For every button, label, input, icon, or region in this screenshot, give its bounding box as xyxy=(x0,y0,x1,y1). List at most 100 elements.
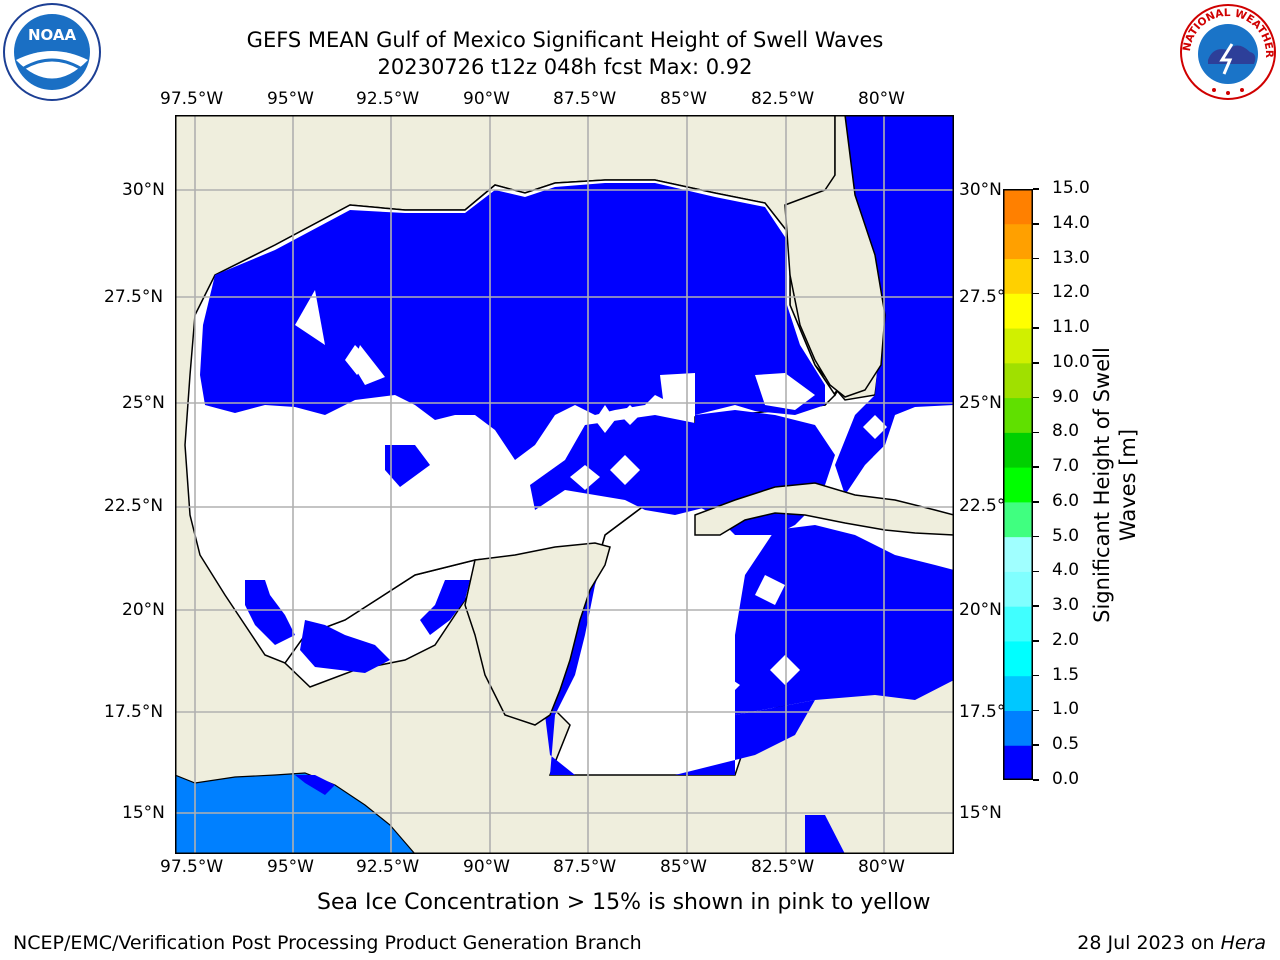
colorbar-tick-label: 10.0 xyxy=(1052,351,1090,372)
colorbar-tick-label: 2.0 xyxy=(1052,629,1080,650)
colorbar-tick-mark xyxy=(1033,188,1039,190)
lon-label: 95°W xyxy=(267,89,314,109)
colorbar-tick-mark xyxy=(1033,327,1039,329)
yucatan-land xyxy=(464,542,611,726)
nws-logo: NATIONAL WEATHER SERVICE xyxy=(1178,2,1276,100)
lat-label: 15°N xyxy=(122,803,165,823)
swell-map xyxy=(175,115,954,854)
colorbar-tick-mark xyxy=(1033,396,1039,399)
colorbar-tick-label: 9.0 xyxy=(1052,386,1080,407)
noaa-logo: NOAA xyxy=(3,3,101,101)
colorbar-tick-label: 6.0 xyxy=(1052,490,1080,511)
colorbar-tick-mark xyxy=(1033,466,1039,468)
colorbar-segment xyxy=(1003,536,1033,572)
colorbar-tick-label: 3.0 xyxy=(1052,595,1080,616)
colorbar-tick-mark xyxy=(1033,223,1039,225)
footer-branch: NCEP/EMC/Verification Post Processing Pr… xyxy=(13,932,642,954)
colorbar-frame xyxy=(1003,189,1033,780)
lat-label: 15°N xyxy=(959,803,1002,823)
colorbar-segment xyxy=(1003,223,1033,260)
cuba-land xyxy=(694,482,954,536)
lon-label: 95°W xyxy=(267,857,314,877)
lat-label: 20°N xyxy=(959,600,1002,620)
graticule xyxy=(175,115,954,854)
colorbar-tick-label: 11.0 xyxy=(1052,317,1090,338)
lon-label: 92.5°W xyxy=(356,89,420,109)
colorbar-segment xyxy=(1003,189,1033,225)
colorbar-segment xyxy=(1003,293,1033,329)
colorbar-tick-mark xyxy=(1033,709,1039,712)
colorbar-segment xyxy=(1003,501,1033,538)
colorbar-label-text: Significant Height of Swell Waves [m] xyxy=(1090,347,1140,623)
lon-label: 80°W xyxy=(858,857,905,877)
colorbar-segment xyxy=(1003,710,1033,746)
lat-label: 22.5°N xyxy=(104,496,164,516)
colorbar-tick-mark xyxy=(1033,501,1039,503)
colorbar-segment xyxy=(1003,432,1033,468)
lon-label: 85°W xyxy=(660,89,707,109)
colorbar-tick-mark xyxy=(1033,744,1039,746)
colorbar-segment xyxy=(1003,745,1033,780)
lon-label: 85°W xyxy=(660,857,707,877)
colorbar-tick-label: 8.0 xyxy=(1052,421,1080,442)
colorbar-segment xyxy=(1003,328,1033,364)
lon-label: 82.5°W xyxy=(751,857,815,877)
lon-label: 80°W xyxy=(858,89,905,109)
colorbar-tick-label: 1.0 xyxy=(1052,699,1080,720)
florida-land xyxy=(784,115,886,398)
lat-label: 30°N xyxy=(959,180,1002,200)
swell-low-regions xyxy=(200,115,954,854)
colorbar-tick-label: 14.0 xyxy=(1052,212,1090,233)
colorbar-tick-mark xyxy=(1033,257,1039,260)
map-frame xyxy=(175,115,954,854)
colorbar-segment xyxy=(1003,571,1033,607)
lat-label: 17.5°N xyxy=(104,702,164,722)
colorbar-tick-mark xyxy=(1033,779,1039,781)
lon-label: 87.5°W xyxy=(553,857,617,877)
colorbar-tick-label: 12.0 xyxy=(1052,282,1090,303)
colorbar-tick-mark xyxy=(1033,431,1039,434)
colorbar-segment xyxy=(1003,258,1033,294)
lon-label: 97.5°W xyxy=(160,89,224,109)
lon-label: 87.5°W xyxy=(553,89,617,109)
lat-label: 27.5°N xyxy=(104,287,164,307)
lat-label: 30°N xyxy=(122,180,165,200)
colorbar-tick-label: 0.0 xyxy=(1052,769,1080,789)
chart-title-line2: 20230726 t12z 048h fcst Max: 0.92 xyxy=(377,55,753,79)
colorbar-tick-mark xyxy=(1033,292,1039,295)
sea-ice-note: Sea Ice Concentration > 15% is shown in … xyxy=(317,890,931,915)
colorbar-tick-label: 4.0 xyxy=(1052,560,1080,581)
colorbar-tick-mark xyxy=(1033,362,1039,364)
colorbar-segment xyxy=(1003,640,1033,677)
lat-label: 20°N xyxy=(122,600,165,620)
colorbar-tick-mark xyxy=(1033,535,1039,538)
colorbar-segment xyxy=(1003,362,1033,399)
colorbar-tick-label: 7.0 xyxy=(1052,456,1080,477)
colorbar-segment xyxy=(1003,675,1033,711)
lat-label: 25°N xyxy=(959,393,1002,413)
lon-label: 82.5°W xyxy=(751,89,815,109)
colorbar-tick-label: 0.5 xyxy=(1052,734,1080,755)
footer-date-text: 28 Jul 2023 on xyxy=(1077,932,1221,954)
colorbar-tick-label: 1.5 xyxy=(1052,664,1080,685)
colorbar-tick-mark xyxy=(1033,605,1039,607)
colorbar-tick-mark xyxy=(1033,570,1039,573)
footer-date: 28 Jul 2023 on Hera xyxy=(1077,932,1266,954)
lat-label: 25°N xyxy=(122,393,165,413)
lon-label: 90°W xyxy=(463,89,510,109)
footer-host: Hera xyxy=(1220,932,1266,954)
colorbar-tick-label: 5.0 xyxy=(1052,525,1080,546)
colorbar-segment xyxy=(1003,397,1033,433)
colorbar-segment xyxy=(1003,606,1033,642)
chart-title-line1: GEFS MEAN Gulf of Mexico Significant Hei… xyxy=(246,28,884,52)
lon-label: 92.5°W xyxy=(356,857,420,877)
colorbar-tick-mark xyxy=(1033,674,1039,677)
noaa-logo-text: NOAA xyxy=(28,26,77,44)
colorbar-tick-label: 15.0 xyxy=(1052,178,1090,198)
colorbar-tick-mark xyxy=(1033,640,1039,642)
colorbar-tick-label: 13.0 xyxy=(1052,247,1090,268)
lon-label: 97.5°W xyxy=(160,857,224,877)
lon-label: 90°W xyxy=(463,857,510,877)
colorbar-segment xyxy=(1003,467,1033,503)
colorbar xyxy=(1003,189,1033,780)
